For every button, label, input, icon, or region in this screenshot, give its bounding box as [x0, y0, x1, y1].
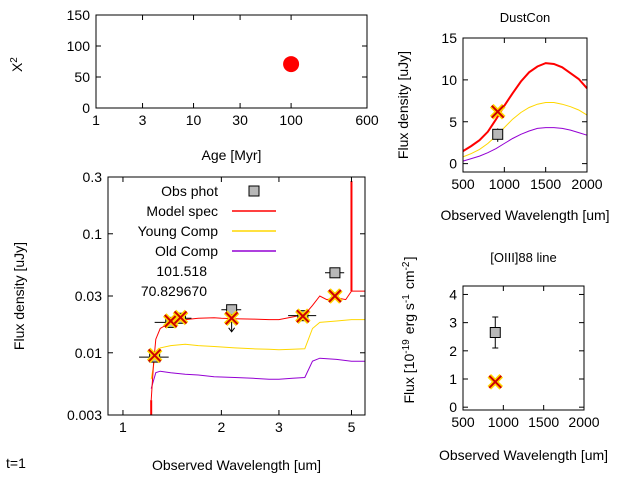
- sed-xtick-label: 5: [348, 419, 356, 435]
- sed-model-point: [327, 288, 343, 304]
- sed-model-point: [172, 309, 189, 326]
- sed-model-point: [295, 308, 311, 324]
- sed-model-point-stroke: [147, 348, 162, 363]
- dust-xtick-label: 1000: [489, 176, 520, 192]
- chi2-x-axis-label: Age [Myr]: [202, 147, 262, 163]
- chi2-point: [283, 56, 300, 73]
- dust-model-point: [489, 103, 506, 120]
- dust-xtick-label: 500: [451, 176, 475, 192]
- sed-model-point: [162, 313, 179, 329]
- dust-series-old: [462, 127, 588, 162]
- dust-series-young: [462, 102, 588, 158]
- oiii-ytick-label: 3: [449, 315, 457, 331]
- oiii-x-axis-label: Observed Wavelength [um]: [439, 447, 608, 463]
- sed-ytick-label: 0.1: [83, 226, 103, 242]
- dust-ytick-label: 5: [449, 114, 457, 130]
- dust-model-point-stroke: [491, 104, 505, 119]
- dust-frame: [462, 37, 588, 173]
- sed-xtick-label: 3: [275, 419, 283, 435]
- dustcon-panel: 500 1000 1500 2000 0 5 10 15 DustCon Observed Wav…: [395, 10, 610, 223]
- sed-annotation: 70.829670: [141, 283, 207, 299]
- dust-xtick-label: 1500: [530, 176, 561, 192]
- sed-xtick-label: 1: [119, 419, 127, 435]
- sed-legend-label-young: Young Comp: [138, 223, 219, 239]
- sed-legend-label-model: Model spec: [146, 203, 218, 219]
- chi2-ytick-label: 0: [82, 100, 90, 116]
- chi2-xtick-label: 1: [92, 112, 100, 128]
- oiii-model-point-stroke: [488, 375, 502, 389]
- sed-legend-swatch-obs: [248, 185, 260, 197]
- sed-obs-point: [329, 267, 341, 279]
- sed-ytick-label: 0.3: [83, 169, 103, 185]
- sed-x-axis-label: Observed Wavelength [um]: [152, 457, 321, 473]
- chi2-y-axis-label: X2: [9, 56, 25, 72]
- dust-xtick-label: 2000: [571, 176, 602, 192]
- chi2-xtick-label: 600: [355, 112, 379, 128]
- chi2-xtick-label: 10: [186, 112, 202, 128]
- sed-model-point-stroke: [296, 309, 310, 323]
- chi2-ytick-label: 50: [74, 69, 90, 85]
- sed-panel: 1 2 3 5 0.003 0.01 0.03 0.1 0.3 Observed Waveleng…: [11, 169, 366, 473]
- sed-xtick-label: 2: [217, 419, 225, 435]
- chi2-frame: [95, 14, 368, 109]
- oiii-obs-point: [489, 327, 501, 338]
- dust-ytick-label: 10: [441, 72, 457, 88]
- chi2-ytick-label: 150: [67, 7, 91, 23]
- sed-ytick-label: 0.01: [75, 345, 102, 361]
- oiii-panel: 500 1000 1500 2000 0 1 2 3 4 [OIII]88 line Observe…: [401, 250, 608, 463]
- dust-x-axis-label: Observed Wavelength [um]: [440, 207, 609, 223]
- sed-legend-label-obs: Obs phot: [161, 183, 218, 199]
- oiii-xtick-label: 500: [451, 414, 475, 430]
- chi2-xtick-label: 100: [279, 112, 303, 128]
- sed-legend-label-old: Old Comp: [155, 243, 218, 259]
- sed-model-point-stroke: [328, 289, 342, 303]
- oiii-ytick-label: 4: [449, 286, 457, 302]
- oiii-xtick-label: 2000: [568, 414, 599, 430]
- oiii-title: [OIII]88 line: [490, 250, 556, 265]
- chi2-panel: 1 3 10 30 100 600 0 50 100 150 Age [Myr] X2: [9, 7, 379, 163]
- oiii-y-axis-label: Flux [10-19 erg s-1 cm-2 ]: [401, 256, 417, 403]
- oiii-xtick-label: 1500: [528, 414, 559, 430]
- oiii-frame: [462, 285, 585, 411]
- dust-y-axis-label: Flux density [uJy]: [395, 51, 411, 159]
- sed-ytick-label: 0.003: [67, 407, 102, 423]
- dust-title: DustCon: [500, 10, 551, 25]
- sed-obs-arrow: [228, 327, 236, 333]
- chi2-ytick-label: 100: [67, 38, 91, 54]
- sed-model-point: [146, 347, 163, 364]
- sed-y-axis-label: Flux density [uJy]: [11, 242, 27, 350]
- sed-model-point: [223, 310, 240, 327]
- oiii-xtick-label: 1000: [488, 414, 519, 430]
- oiii-model-point: [487, 374, 504, 390]
- oiii-ytick-label: 0: [449, 399, 457, 415]
- dust-obs-point: [492, 128, 504, 140]
- dust-series-model: [462, 62, 588, 152]
- dust-ytick-label: 0: [449, 156, 457, 172]
- sed-series-model: [150, 290, 365, 401]
- sed-annotation: 101.518: [156, 263, 207, 279]
- chi2-xtick-label: 30: [232, 112, 248, 128]
- oiii-ytick-label: 2: [449, 343, 457, 359]
- oiii-ytick-label: 1: [449, 371, 457, 387]
- dust-ytick-label: 15: [441, 30, 457, 46]
- sed-model-point-stroke: [173, 310, 188, 325]
- footer-label: t=1: [6, 455, 26, 471]
- sed-model-point-stroke: [164, 314, 178, 328]
- chi2-xtick-label: 3: [139, 112, 147, 128]
- sed-ytick-label: 0.03: [75, 288, 102, 304]
- sed-series-young: [150, 319, 365, 380]
- sed-series-old: [150, 357, 365, 389]
- sed-model-point-stroke: [224, 311, 239, 325]
